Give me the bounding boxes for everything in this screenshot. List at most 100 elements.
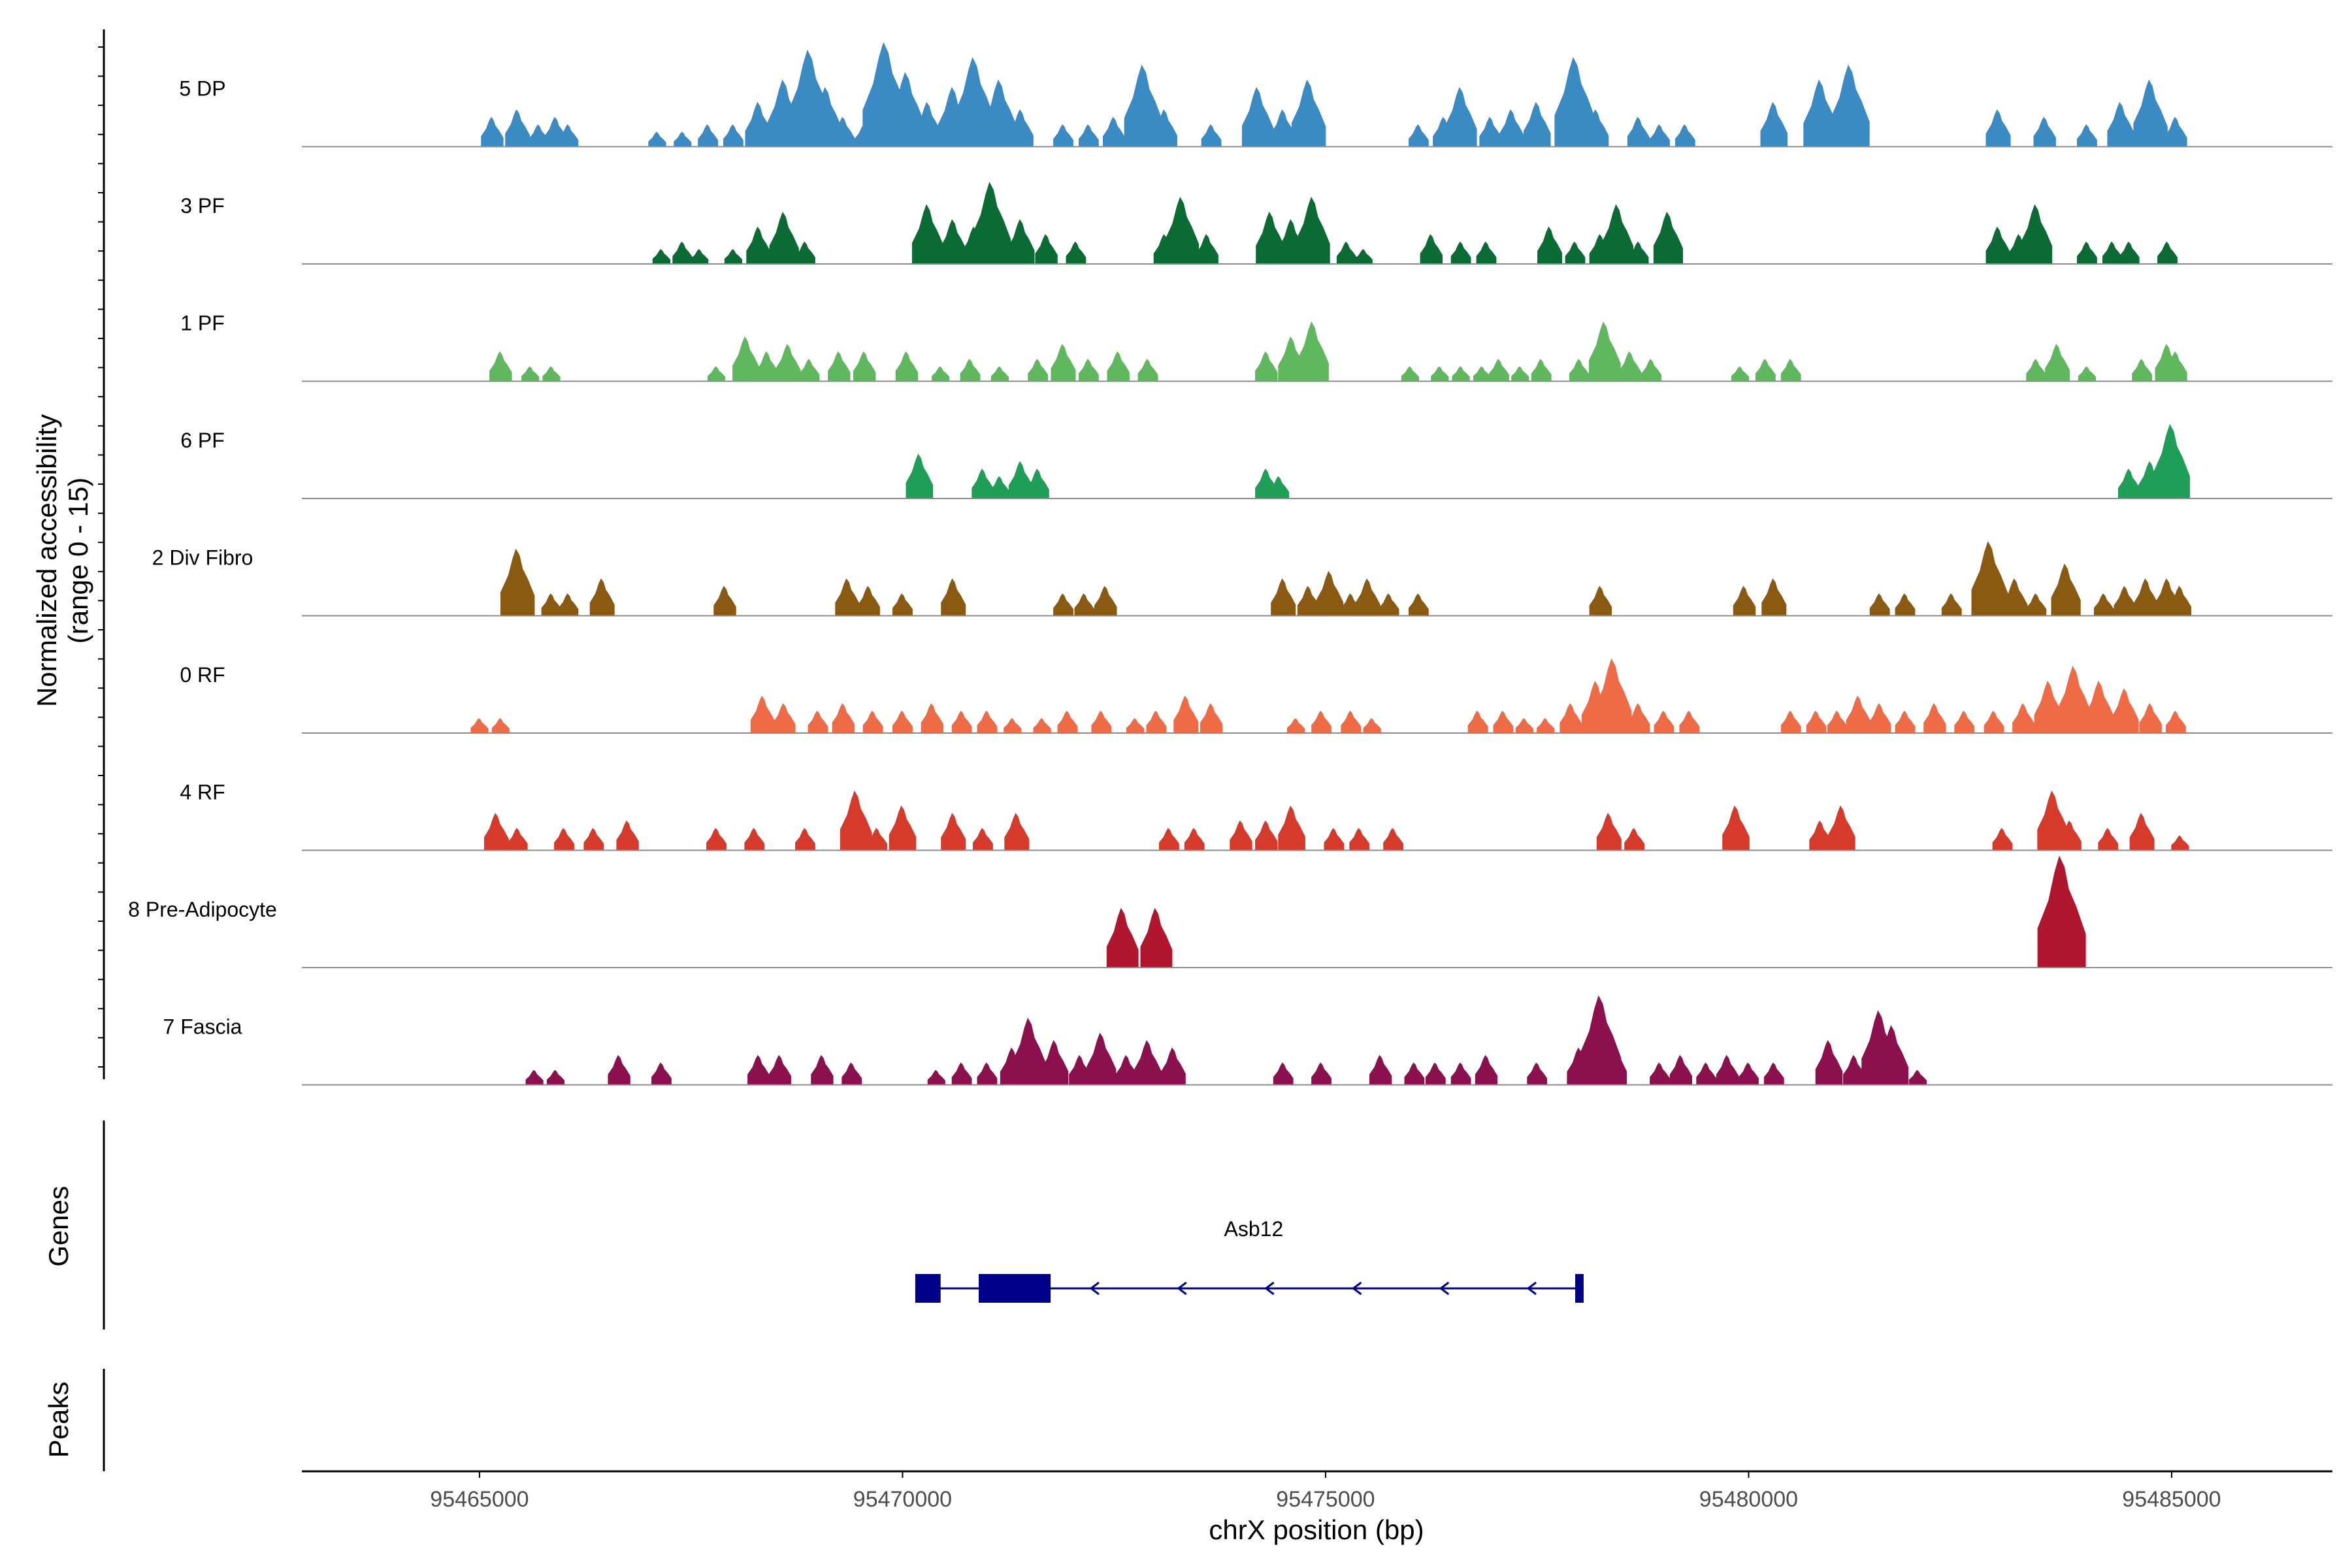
accessibility-peak [1627,116,1650,147]
accessibility-peak [1431,366,1449,382]
accessibility-peak [973,828,993,851]
accessibility-peak [1425,1062,1446,1085]
accessibility-peak [799,359,820,382]
accessibility-peak [1923,703,1946,733]
accessibility-peak [960,359,981,382]
accessibility-peak [927,1070,945,1085]
accessibility-peak [541,593,562,616]
accessibility-peak [1134,1039,1162,1085]
track-6-pf: 6 PF [180,423,2332,499]
accessibility-peak [2166,710,2186,733]
accessibility-peak [867,828,887,851]
strand-arrow-icon [1439,1281,1450,1296]
accessibility-peak [841,1062,862,1085]
accessibility-peak [1696,1062,1717,1085]
accessibility-peak [706,828,727,851]
accessibility-peak [2118,468,2141,498]
accessibility-peak [1476,241,1497,264]
track-8-pre-adipocyte: 8 Pre-Adipocyte [128,855,2332,968]
accessibility-peak [1200,703,1223,733]
accessibility-peak [470,718,489,733]
accessibility-peak [1379,593,1399,616]
accessibility-peak [1355,578,1380,616]
accessibility-peak [1554,57,1596,147]
accessibility-peak [2033,116,2056,147]
accessibility-peak [1467,710,1488,733]
accessibility-peak [1401,366,1419,382]
accessibility-peak [1499,109,1524,147]
accessibility-peak [1008,109,1034,147]
gene-label: Asb12 [1224,1217,1284,1241]
accessibility-peak [773,703,796,733]
accessibility-peak [1895,710,1916,733]
accessibility-peak [1291,79,1326,147]
accessibility-peak [911,204,944,264]
track-label: 4 RF [180,781,225,804]
accessibility-peak [1565,241,1586,264]
accessibility-peak [554,828,574,851]
strand-arrow-icon [1177,1281,1187,1296]
accessibility-peak [1230,820,1252,851]
accessibility-peak [1026,468,1049,498]
accessibility-peak [1255,351,1278,382]
accessibility-peak [1106,907,1139,968]
accessibility-peak [1674,124,1695,147]
accessibility-peak [1164,197,1199,264]
accessibility-peak [672,241,693,264]
accessibility-peak [1124,64,1164,147]
accessibility-peak [1269,476,1290,498]
accessibility-peak [1341,710,1362,733]
accessibility-peak [483,813,509,851]
track-label: 5 DP [179,77,225,101]
accessibility-peak [1527,1062,1548,1085]
accessibility-peak [2164,351,2187,382]
accessibility-peak [1473,366,1492,382]
track-1-pf: 1 PF [180,312,2332,382]
accessibility-peak [1369,1054,1392,1085]
accessibility-peak [1831,64,1870,147]
accessibility-peak [723,124,743,147]
accessibility-peak [481,116,504,147]
accessibility-peak [589,578,615,616]
accessibility-peak [1420,234,1443,264]
accessibility-peak [2171,835,2189,851]
accessibility-peak [1311,1062,1331,1085]
accessibility-peak [1971,541,2008,616]
accessibility-peak [1869,593,1890,616]
accessibility-peak [857,585,880,616]
accessibility-peak [1079,124,1099,147]
accessibility-peak [990,366,1009,382]
accessibility-peak [1086,1032,1117,1085]
accessibility-peak [1404,1062,1425,1085]
accessibility-peak [941,578,966,616]
accessibility-peak [2098,828,2119,851]
accessibility-peak [750,695,776,733]
accessibility-axis-ticks [98,46,104,1068]
accessibility-peak [914,101,942,147]
accessibility-peak [1537,718,1555,733]
accessibility-peak [1053,124,1073,147]
gene-asb12: Asb12 [915,1217,1584,1303]
accessibility-peak [1033,718,1051,733]
accessibility-peak [724,249,742,264]
accessibility-peak [1780,359,1801,382]
track-2-div-fibro: 2 Div Fibro [152,541,2332,617]
accessibility-peak [951,710,972,733]
accessibility-peak [1452,366,1470,382]
accessibility-peak [1599,1039,1627,1085]
accessibility-peak [651,1062,672,1085]
accessibility-peak [1287,718,1305,733]
accessibility-peak [1140,907,1173,968]
accessibility-peak [1601,204,1634,264]
accessibility-peak [1173,695,1199,733]
accessibility-peak [1160,1047,1186,1085]
accessibility-peak [1531,359,1552,382]
accessibility-peak [2102,241,2123,264]
accessibility-peak [832,703,855,733]
accessibility-peak [1650,124,1670,147]
track-label: 2 Div Fibro [152,546,253,570]
accessibility-peak [2020,204,2053,264]
y-axis-title-line1: Normalized accessibility [31,414,62,707]
accessibility-peak [1450,1062,1471,1085]
accessibility-peak [1296,197,1330,264]
